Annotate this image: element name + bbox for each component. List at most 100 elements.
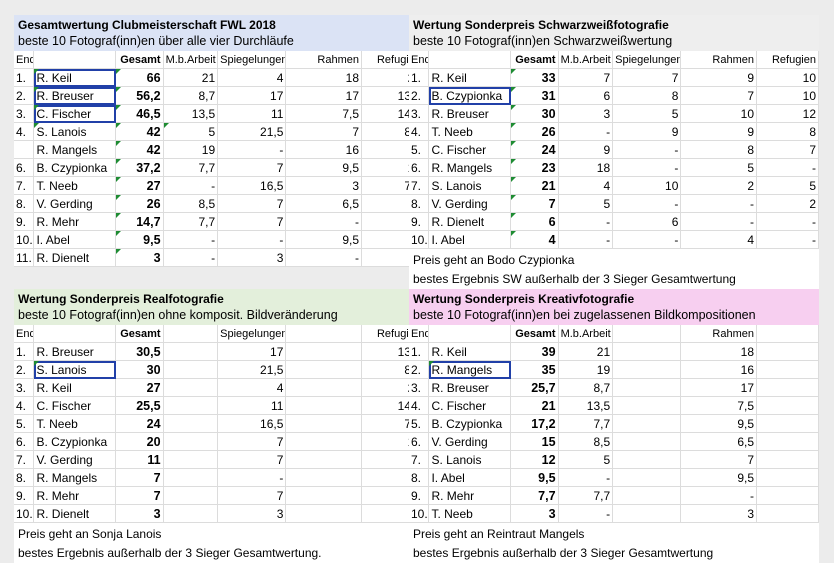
score-cell[interactable]: 9 — [612, 122, 682, 141]
score-cell[interactable]: 8,7 — [163, 86, 219, 105]
score-cell[interactable]: 13,5 — [558, 396, 614, 415]
rank-cell[interactable]: 1. — [14, 342, 35, 361]
score-cell[interactable]: 17 — [285, 86, 362, 105]
rank-cell[interactable]: 3. — [14, 378, 35, 397]
column-header-cell[interactable]: Spiegelungen — [217, 51, 287, 69]
total-cell[interactable]: 3 — [115, 504, 164, 523]
score-cell[interactable]: 10 — [756, 68, 819, 87]
rank-cell[interactable]: 10. — [14, 504, 35, 523]
score-cell[interactable]: - — [558, 122, 614, 141]
score-cell[interactable]: 17 — [217, 342, 287, 361]
name-cell[interactable]: C. Fischer — [428, 396, 512, 415]
rank-cell[interactable]: 8. — [14, 468, 35, 487]
score-cell[interactable] — [612, 504, 682, 523]
rank-cell[interactable]: 2. — [409, 360, 430, 379]
score-cell[interactable]: 7 — [612, 68, 682, 87]
score-cell[interactable] — [756, 468, 819, 487]
name-cell[interactable]: R. Mangels — [33, 140, 117, 159]
score-cell[interactable]: 8,5 — [558, 432, 614, 451]
column-header-cell[interactable]: M.b.Arbeit — [163, 51, 219, 69]
score-cell[interactable] — [285, 432, 362, 451]
score-cell[interactable]: 7,7 — [163, 212, 219, 231]
score-cell[interactable] — [163, 360, 219, 379]
score-cell[interactable] — [612, 360, 682, 379]
total-cell[interactable]: 12 — [510, 450, 559, 469]
rank-cell[interactable]: 1. — [409, 342, 430, 361]
score-cell[interactable]: - — [558, 230, 614, 249]
score-cell[interactable] — [612, 486, 682, 505]
score-cell[interactable]: 21 — [163, 68, 219, 87]
column-header-cell[interactable]: Gesamt — [510, 51, 559, 69]
score-cell[interactable] — [163, 504, 219, 523]
score-cell[interactable] — [285, 450, 362, 469]
score-cell[interactable]: - — [612, 158, 682, 177]
total-cell[interactable]: 42 — [115, 122, 164, 141]
score-cell[interactable]: 7 — [558, 68, 614, 87]
column-header-cell[interactable]: Endergebnis — [409, 325, 430, 343]
score-cell[interactable]: 17 — [217, 86, 287, 105]
column-header-cell[interactable]: Refugien — [756, 51, 819, 69]
name-cell[interactable]: R. Dienelt — [33, 248, 117, 267]
name-cell[interactable]: R. Dienelt — [33, 504, 117, 523]
score-cell[interactable]: 7,5 — [680, 396, 757, 415]
total-cell[interactable]: 25,7 — [510, 378, 559, 397]
total-cell[interactable]: 6 — [510, 212, 559, 231]
score-cell[interactable]: 3 — [217, 504, 287, 523]
score-cell[interactable] — [285, 414, 362, 433]
score-cell[interactable]: - — [163, 248, 219, 267]
score-cell[interactable] — [163, 378, 219, 397]
column-header-cell[interactable] — [612, 325, 682, 343]
score-cell[interactable] — [163, 396, 219, 415]
rank-cell[interactable]: 7. — [14, 176, 35, 195]
score-cell[interactable] — [163, 432, 219, 451]
score-cell[interactable]: 7 — [756, 140, 819, 159]
rank-cell[interactable]: 1. — [409, 68, 430, 87]
rank-cell[interactable]: 4. — [14, 396, 35, 415]
score-cell[interactable] — [612, 342, 682, 361]
score-cell[interactable]: - — [217, 140, 287, 159]
score-cell[interactable] — [756, 414, 819, 433]
score-cell[interactable]: 11 — [217, 104, 287, 123]
score-cell[interactable]: - — [612, 140, 682, 159]
total-cell[interactable]: 31 — [510, 86, 559, 105]
rank-cell[interactable]: 4. — [14, 122, 35, 141]
score-cell[interactable] — [756, 396, 819, 415]
panel-title[interactable]: Wertung Sonderpreis Schwarzweißfotografi… — [413, 18, 669, 32]
name-cell[interactable]: R. Mangels — [428, 158, 512, 177]
score-cell[interactable]: 6,5 — [285, 194, 362, 213]
score-cell[interactable] — [612, 450, 682, 469]
name-cell[interactable]: S. Lanois — [428, 450, 512, 469]
score-cell[interactable] — [285, 486, 362, 505]
score-cell[interactable] — [612, 396, 682, 415]
score-cell[interactable] — [163, 342, 219, 361]
score-cell[interactable] — [756, 360, 819, 379]
name-cell[interactable]: I. Abel — [428, 468, 512, 487]
name-cell[interactable]: S. Lanois — [428, 176, 512, 195]
score-cell[interactable]: - — [680, 212, 757, 231]
score-cell[interactable] — [285, 360, 362, 379]
rank-cell[interactable]: 7. — [14, 450, 35, 469]
note-text[interactable]: Preis geht an Sonja Lanois — [18, 527, 162, 541]
score-cell[interactable]: 7 — [217, 212, 287, 231]
column-header-cell[interactable]: Spiegelungen — [217, 325, 287, 343]
score-cell[interactable]: 4 — [217, 378, 287, 397]
rank-cell[interactable]: 3. — [409, 104, 430, 123]
name-cell[interactable]: T. Neeb — [428, 122, 512, 141]
score-cell[interactable]: 16 — [680, 360, 757, 379]
name-cell[interactable]: C. Fischer — [428, 140, 512, 159]
score-cell[interactable] — [285, 342, 362, 361]
name-cell[interactable]: S. Lanois — [33, 360, 117, 379]
total-cell[interactable]: 11 — [115, 450, 164, 469]
column-header-cell[interactable] — [285, 325, 362, 343]
score-cell[interactable]: 10 — [612, 176, 682, 195]
panel-subtitle[interactable]: beste 10 Fotograf(inn)en bei zugelassene… — [413, 308, 756, 322]
score-cell[interactable]: 18 — [680, 342, 757, 361]
panel-subtitle[interactable]: beste 10 Fotograf(inn)en Schwarzweißwert… — [413, 34, 673, 48]
total-cell[interactable]: 46,5 — [115, 104, 164, 123]
total-cell[interactable]: 25,5 — [115, 396, 164, 415]
rank-cell[interactable]: 9. — [409, 486, 430, 505]
total-cell[interactable]: 9,5 — [510, 468, 559, 487]
name-cell[interactable]: R. Keil — [428, 68, 512, 87]
column-header-cell[interactable] — [33, 51, 117, 69]
total-cell[interactable]: 7 — [115, 468, 164, 487]
